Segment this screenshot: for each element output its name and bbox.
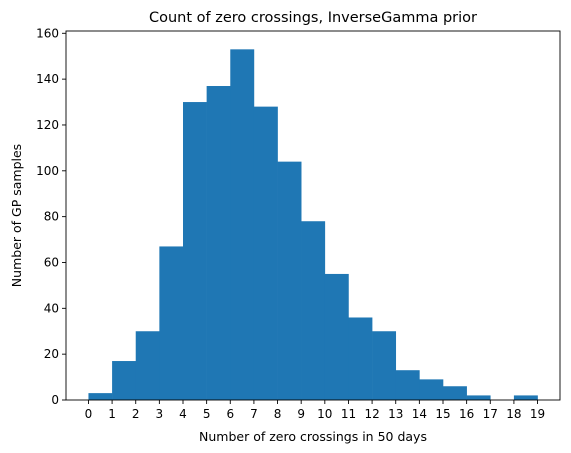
y-axis-label: Number of GP samples <box>9 144 24 287</box>
histogram-bar <box>419 379 444 400</box>
histogram-bar <box>135 331 160 400</box>
x-tick-label: 9 <box>297 407 305 421</box>
x-tick-label: 17 <box>483 407 498 421</box>
x-tick-label: 4 <box>179 407 187 421</box>
chart-title: Count of zero crossings, InverseGamma pr… <box>149 10 477 26</box>
y-tick-label: 60 <box>44 255 59 269</box>
plot-frame <box>65 30 561 401</box>
histogram-bar <box>301 221 326 400</box>
histogram-bar <box>466 395 491 400</box>
histogram-bar <box>277 161 302 400</box>
histogram-bar <box>159 246 184 400</box>
x-tick-label: 13 <box>388 407 403 421</box>
histogram-bar <box>324 273 349 400</box>
histogram-bar <box>395 370 420 400</box>
y-tick-label: 120 <box>36 118 59 132</box>
histogram-bar <box>112 361 137 400</box>
x-tick-label: 3 <box>156 407 164 421</box>
y-tick-label: 0 <box>51 393 59 407</box>
x-tick-label: 6 <box>226 407 234 421</box>
y-tick-label: 140 <box>36 72 59 86</box>
x-tick-label: 5 <box>203 407 211 421</box>
histogram-bar <box>513 395 538 400</box>
histogram-bar <box>372 331 397 400</box>
y-tick-label: 80 <box>44 210 59 224</box>
x-tick-label: 0 <box>85 407 93 421</box>
histogram-bar <box>183 102 207 401</box>
x-tick-label: 14 <box>412 407 427 421</box>
x-tick-label: 2 <box>132 407 140 421</box>
x-tick-label: 15 <box>435 407 450 421</box>
x-tick-label: 8 <box>274 407 282 421</box>
histogram-bar <box>88 393 113 400</box>
x-axis-label: Number of zero crossings in 50 days <box>199 429 427 444</box>
histogram-bar <box>230 49 255 401</box>
x-tick-label: 11 <box>341 407 356 421</box>
x-tick-label: 7 <box>250 407 258 421</box>
histogram-bar <box>348 317 373 400</box>
x-axis-ticks: 0 1 2 3 4 5 6 7 8 9 10 11 12 13 14 15 16 17 18 19 <box>85 400 545 421</box>
y-tick-label: 160 <box>36 26 59 40</box>
y-axis-ticks: 0 20 40 60 80 100 120 140 160 <box>36 26 66 407</box>
x-tick-label: 16 <box>459 407 474 421</box>
histogram-bar <box>443 386 467 400</box>
x-tick-label: 18 <box>506 407 521 421</box>
y-tick-label: 20 <box>44 347 59 361</box>
y-tick-label: 100 <box>36 164 59 178</box>
y-tick-label: 40 <box>44 301 59 315</box>
x-tick-label: 12 <box>364 407 379 421</box>
histogram-bar <box>253 106 278 400</box>
histogram-bar <box>206 86 231 400</box>
x-tick-label: 10 <box>317 407 332 421</box>
x-tick-label: 1 <box>108 407 116 421</box>
bars-group <box>88 49 538 401</box>
x-tick-label: 19 <box>530 407 545 421</box>
